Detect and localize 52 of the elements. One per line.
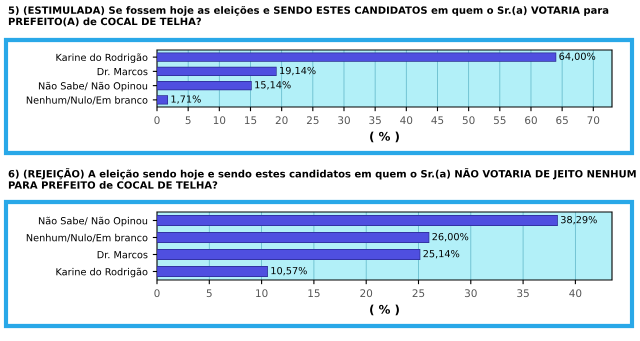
x-tick-label: 5 bbox=[186, 116, 191, 124]
x-tick-label: 30 bbox=[338, 116, 350, 124]
chart-title: 6) (REJEIÇÃO) A eleição sendo hoje e sendo estes candidatos em quem o Sr.(a) NÃO VOTARIA DE JEITO NENHUM PARA PREFEITO de COCAL DE TELHA? bbox=[8, 168, 636, 189]
x-tick-label: 5 bbox=[206, 289, 212, 298]
data-label: 38,29% bbox=[561, 216, 597, 224]
x-tick-label: 55 bbox=[494, 116, 506, 124]
x-tick-label: 25 bbox=[412, 289, 424, 298]
y-tick-label: Nenhum/Nulo/Em branco bbox=[26, 96, 148, 104]
data-label: 25,14% bbox=[423, 250, 460, 258]
x-tick-label: 10 bbox=[214, 116, 226, 124]
x-tick-label: 40 bbox=[400, 116, 412, 124]
y-tick-label: Dr. Marcos bbox=[98, 251, 148, 258]
y-tick-label: Não Sabe/ Não Opinou bbox=[38, 82, 148, 92]
data-label: 15,14% bbox=[255, 81, 291, 90]
x-tick-label: 30 bbox=[464, 289, 477, 298]
x-tick-label: 35 bbox=[517, 289, 529, 298]
x-tick-label: 0 bbox=[154, 116, 160, 124]
x-tick-label: 50 bbox=[462, 116, 475, 124]
data-label: 1,71% bbox=[172, 95, 201, 104]
bar bbox=[157, 249, 420, 260]
x-axis-title: ( % ) bbox=[370, 132, 399, 142]
y-tick-label: Karine do Rodrigão bbox=[56, 53, 148, 63]
bar bbox=[157, 52, 556, 62]
x-tick-label: 70 bbox=[588, 116, 600, 124]
y-tick-label: Não Sabe/ Não Opinou bbox=[38, 216, 148, 226]
x-tick-label: 20 bbox=[360, 289, 372, 298]
bar bbox=[157, 215, 558, 226]
y-tick-label: Karine do Rodrigão bbox=[56, 268, 148, 278]
bar bbox=[157, 81, 252, 90]
x-tick-label: 15 bbox=[245, 116, 256, 124]
bar bbox=[157, 95, 168, 104]
data-label: 64,00% bbox=[559, 52, 596, 61]
data-label: 10,57% bbox=[271, 266, 307, 276]
x-tick-label: 15 bbox=[308, 289, 320, 298]
x-tick-label: 0 bbox=[154, 289, 160, 298]
y-tick-label: Nenhum/Nulo/Em branco bbox=[26, 234, 148, 242]
chart-title: 5) (ESTIMULADA) Se fossem hoje as eleições e SENDO ESTES CANDIDATOS em quem o Sr.(a) VOTARIA para PREFEITO(A) de COCAL DE TELHA? bbox=[8, 6, 608, 26]
x-tick-label: 20 bbox=[276, 116, 288, 124]
x-tick-label: 35 bbox=[369, 116, 381, 124]
data-label: 19,14% bbox=[280, 66, 316, 76]
x-tick-label: 60 bbox=[525, 116, 537, 124]
bar bbox=[157, 66, 277, 76]
data-label: 26,00% bbox=[432, 232, 468, 242]
bar bbox=[157, 232, 430, 243]
x-axis-title: ( % ) bbox=[370, 304, 399, 316]
x-tick-label: 40 bbox=[569, 289, 582, 298]
x-tick-label: 10 bbox=[256, 289, 268, 298]
x-tick-label: 25 bbox=[306, 116, 319, 124]
x-tick-label: 65 bbox=[556, 116, 568, 124]
x-tick-label: 45 bbox=[431, 116, 444, 124]
y-tick-label: Dr. Marcos bbox=[98, 68, 148, 76]
bar bbox=[157, 266, 268, 277]
